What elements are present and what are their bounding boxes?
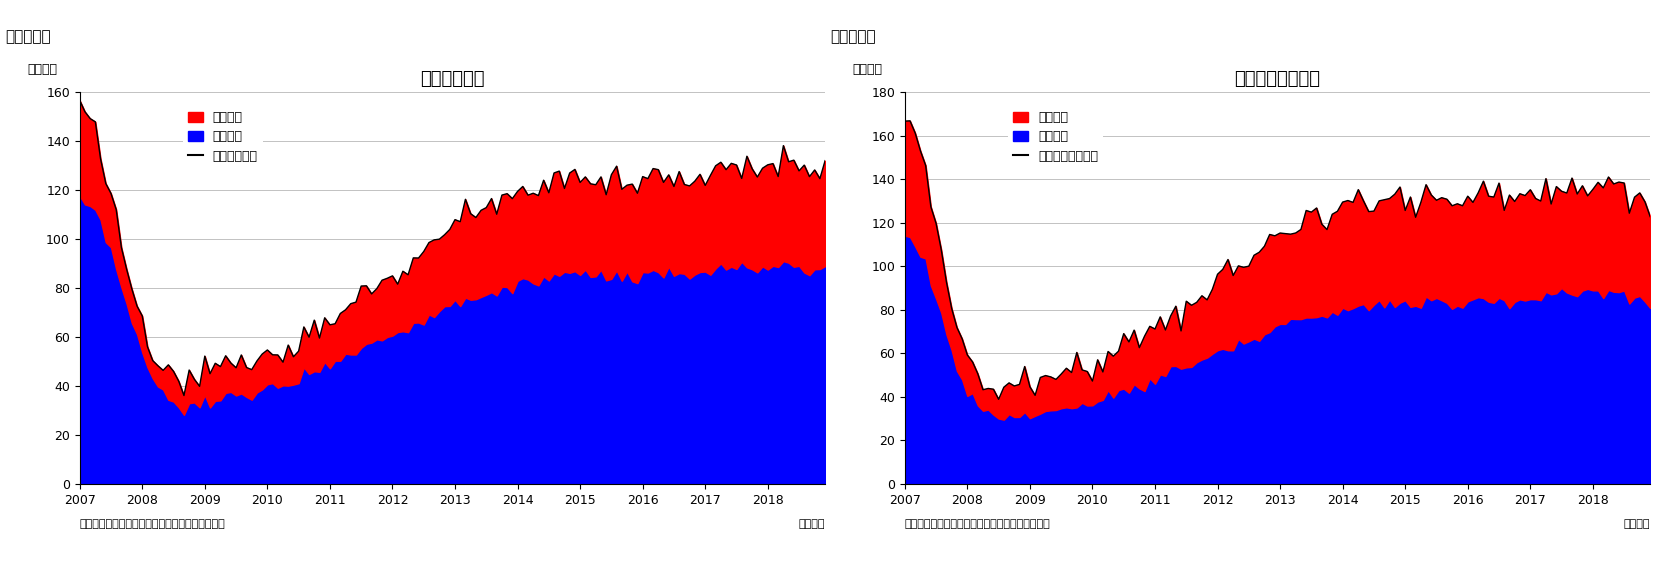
Legend: 集合住宅, 一戸建て, 住宅着工件数: 集合住宅, 一戸建て, 住宅着工件数 — [182, 106, 262, 168]
Text: （図表１）: （図表１） — [5, 29, 50, 45]
Text: （月次）: （月次） — [1624, 519, 1651, 529]
Text: （図表２）: （図表２） — [830, 29, 876, 45]
Text: （月次）: （月次） — [799, 519, 825, 529]
Text: （資料）センサス局よりニッセイ基礎研究所作成: （資料）センサス局よりニッセイ基礎研究所作成 — [80, 519, 226, 529]
Title: 住宅着工許可件数: 住宅着工許可件数 — [1235, 70, 1320, 88]
Title: 住宅着工件数: 住宅着工件数 — [419, 70, 485, 88]
Text: （資料）センサス局よりニッセイ基礎研究所作成: （資料）センサス局よりニッセイ基礎研究所作成 — [904, 519, 1051, 529]
Legend: 集合住宅, 一戸建て, 住宅建築許可件数: 集合住宅, 一戸建て, 住宅建築許可件数 — [1008, 106, 1103, 168]
Text: （万件）: （万件） — [27, 64, 57, 76]
Text: （万件）: （万件） — [852, 64, 882, 76]
